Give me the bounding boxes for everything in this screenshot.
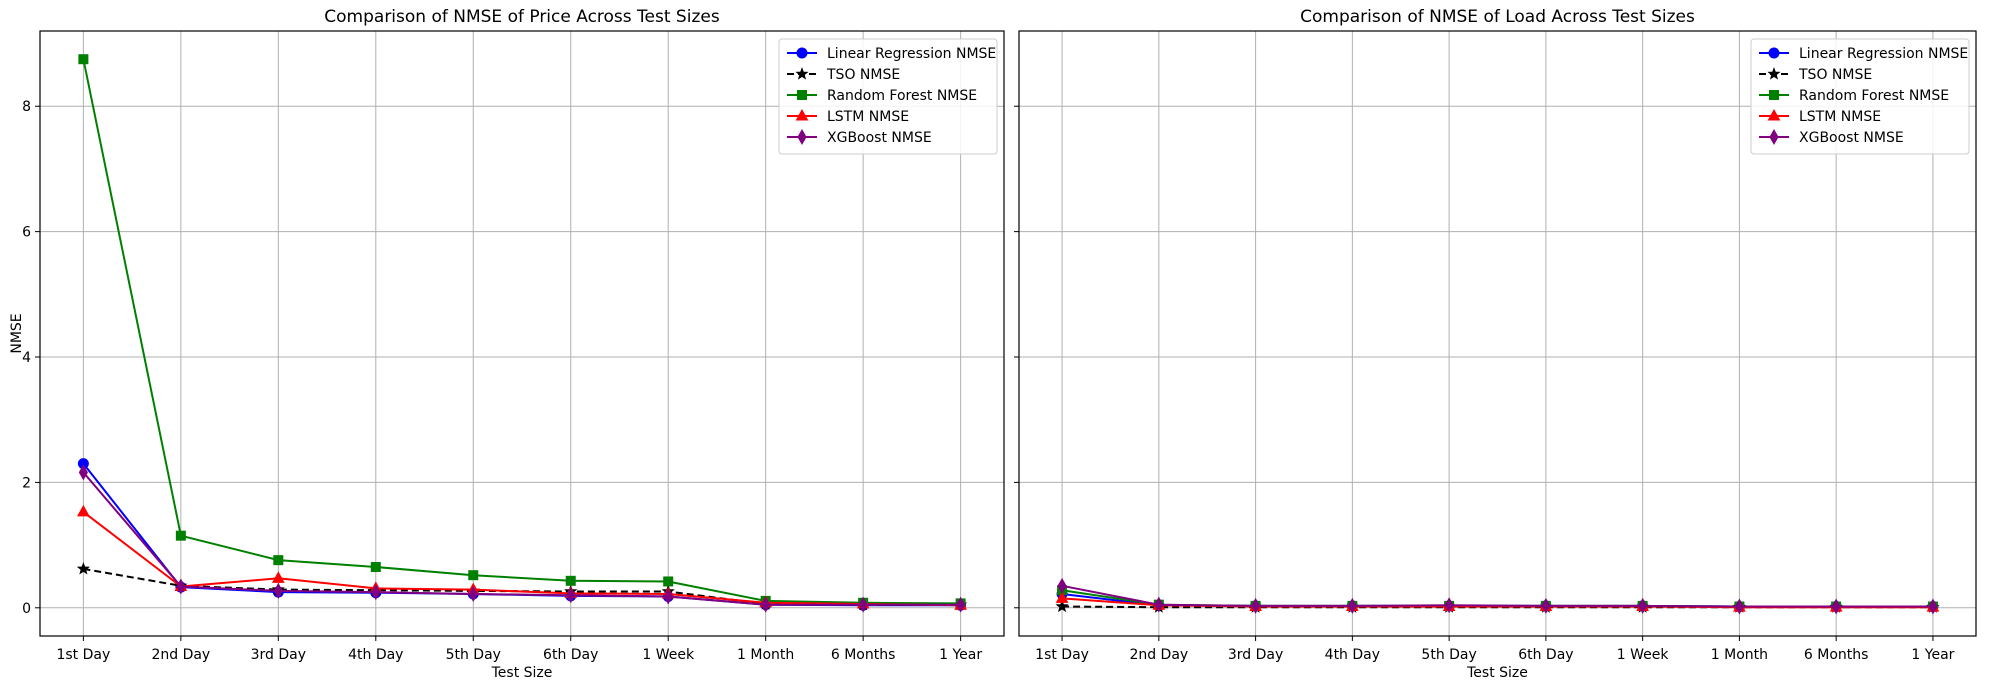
x-tick-label: 3rd Day [251,647,306,663]
legend-marker-2 [797,90,807,100]
data-point [566,587,576,604]
y-tick-label: 4 [22,350,31,366]
legend-marker-1 [1767,67,1781,80]
data-point [1055,599,1069,613]
data-point [273,555,284,566]
load-nmse-chart: 1st Day 2nd Day 3rd Day 4th Day 5th Day 6th D… [1014,7,1977,681]
y-tick-label: 8 [22,99,31,115]
x-tick-label: 4th Day [348,647,403,663]
data-point [565,575,576,586]
x-tick-label: 5th Day [446,647,501,663]
legend-label-2: Random Forest NMSE [1799,88,1949,104]
x-tick-label: 2nd Day [1129,647,1188,663]
data-point [370,562,381,573]
data-point [78,54,89,65]
data-point [1444,597,1454,614]
data-point [77,504,90,517]
data-point [956,596,966,613]
legend-label-4: XGBoost NMSE [1799,130,1904,146]
x-tick-label: 1 Month [1711,647,1768,663]
data-point [78,464,88,481]
legend-label-2: Random Forest NMSE [827,88,977,104]
legend-marker-3 [795,108,809,121]
data-point [1251,597,1261,614]
data-point [1638,597,1648,614]
x-tick-label: 6th Day [543,647,598,663]
plot-frame [1018,30,1977,637]
legend-marker-4 [1769,128,1779,146]
y-axis-label: NMSE [9,313,25,353]
data-point [1831,598,1841,615]
legend-box [778,38,998,155]
x-axis-label: Test Size [1466,665,1528,681]
data-point [1541,597,1551,614]
chart-title: Comparison of NMSE of Load Across Test S… [1300,7,1695,27]
x-tick-label: 1 Week [1617,647,1670,663]
data-point [468,570,479,581]
x-tick-label: 1 Week [642,647,695,663]
x-tick-label: 1 Month [737,647,794,663]
legend-label-1: TSO NMSE [826,67,900,83]
legend-label-0: Linear Regression NMSE [1799,46,1968,62]
data-point [1928,598,1938,615]
data-point [176,578,186,595]
data-point [761,596,771,613]
x-tick-label: 5th Day [1421,647,1476,663]
data-point [663,576,674,587]
legend-marker-1 [795,67,809,80]
x-tick-label: 6th Day [1518,647,1573,663]
data-point [371,584,381,601]
legend: Linear Regression NMSE TSO NMSE Random For… [1750,38,1970,155]
data-point [76,561,90,575]
series-line-3 [82,511,961,607]
data-point [1055,591,1069,603]
x-tick-label: 3rd Day [1228,647,1283,663]
plot-frame [39,30,1005,637]
legend: Linear Regression NMSE TSO NMSE Random For… [778,38,998,155]
x-tick-label: 1st Day [1035,647,1089,663]
data-point [1734,598,1744,615]
legend-marker-2 [1769,90,1779,100]
legend-label-0: Linear Regression NMSE [827,46,996,62]
y-tick-label: 6 [22,225,31,241]
data-point [1057,577,1067,594]
data-point [271,571,285,583]
legend-label-4: XGBoost NMSE [827,130,932,146]
x-tick-label: 2nd Day [151,647,210,663]
series-line-4 [1061,584,1933,608]
data-point [1347,597,1357,614]
legend-marker-0 [796,47,808,59]
x-tick-label: 1 Year [1911,647,1954,663]
series-line-1 [83,567,961,606]
data-point [273,582,283,599]
series-line-2 [82,58,961,605]
series-line-4 [82,471,961,606]
price-nmse-chart: 1st Day 2nd Day 3rd Day 4th Day 5th Day 6th D… [9,7,1005,681]
legend-marker-0 [1768,47,1780,59]
legend-label-1: TSO NMSE [1798,67,1872,83]
chart-title: Comparison of NMSE of Price Across Test … [324,7,720,27]
legend-marker-4 [797,128,807,146]
legend-label-3: LSTM NMSE [1799,109,1881,125]
series-line-2 [1061,589,1933,608]
x-tick-label: 6 Months [831,647,896,663]
x-tick-label: 6 Months [1804,647,1869,663]
y-tick-label: 2 [22,475,31,491]
x-axis-label: Test Size [491,665,553,681]
legend-label-3: LSTM NMSE [827,109,909,125]
y-tick-label: 0 [22,601,31,617]
x-tick-label: 4th Day [1325,647,1380,663]
x-tick-label: 1st Day [56,647,110,663]
data-point [175,530,186,541]
data-point [858,596,868,613]
data-point [1154,596,1164,613]
data-point [468,585,478,603]
x-tick-label: 1 Year [939,647,982,663]
data-point [663,588,673,605]
legend-marker-3 [1767,108,1781,121]
legend-box [1750,38,1970,155]
